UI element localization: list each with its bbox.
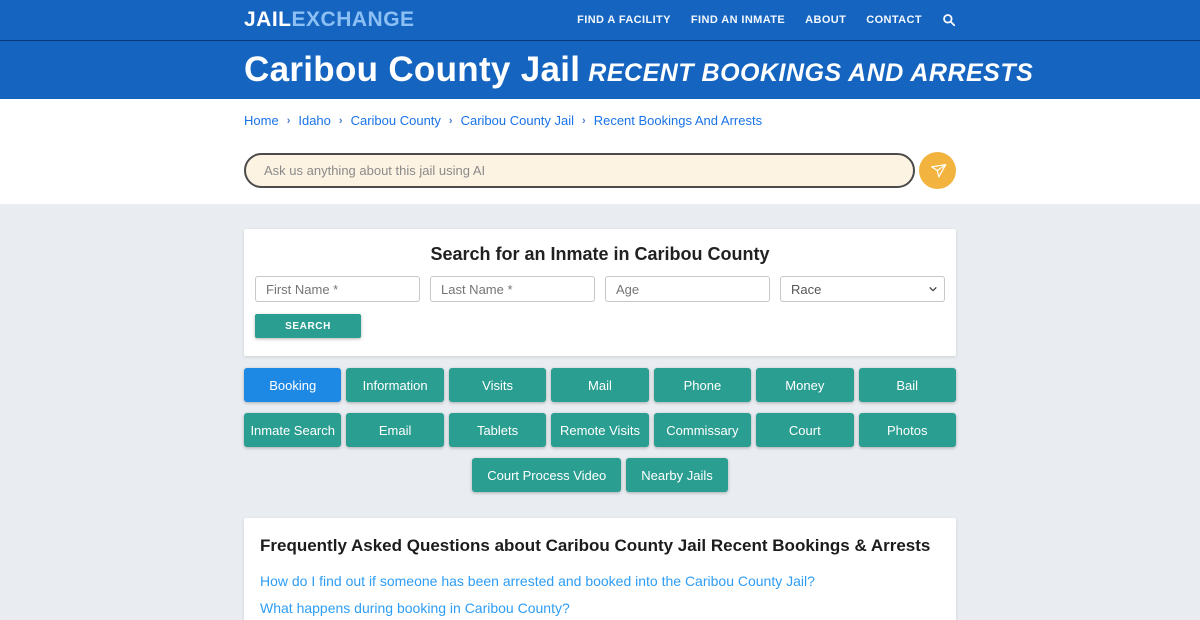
- quick-link-commissary[interactable]: Commissary: [653, 413, 752, 447]
- breadcrumb-home[interactable]: Home: [244, 112, 279, 128]
- quick-links-grid: Booking Information Visits Mail Phone Mo…: [244, 368, 956, 492]
- quick-link-booking[interactable]: Booking: [244, 368, 342, 402]
- inmate-search-fields: Race: [255, 276, 945, 302]
- jailexchange-logo[interactable]: JAILEXCHANGE: [244, 8, 415, 32]
- quick-link-email[interactable]: Email: [346, 413, 444, 447]
- inmate-search-card: Search for an Inmate in Caribou County R…: [244, 229, 956, 356]
- breadcrumb-caribou-county[interactable]: Caribou County: [350, 112, 441, 128]
- race-select[interactable]: Race: [780, 276, 945, 302]
- quick-link-mail[interactable]: Mail: [551, 368, 649, 402]
- page-title-subtitle: RECENT BOOKINGS AND ARRESTS: [588, 59, 1034, 87]
- quick-link-visits[interactable]: Visits: [448, 368, 547, 402]
- quick-link-bail[interactable]: Bail: [858, 368, 956, 402]
- top-navbar: JAILEXCHANGE FIND A FACILITY FIND AN INM…: [0, 0, 1200, 40]
- quick-link-phone[interactable]: Phone: [653, 368, 752, 402]
- quick-link-photos[interactable]: Photos: [858, 413, 956, 447]
- page-banner: Caribou County Jail RECENT BOOKINGS AND A…: [0, 40, 1200, 99]
- first-name-field[interactable]: [255, 276, 420, 302]
- quick-links-row-1: Booking Information Visits Mail Phone Mo…: [244, 368, 956, 402]
- nav-find-a-facility[interactable]: FIND A FACILITY: [577, 14, 671, 26]
- search-button[interactable]: SEARCH: [255, 314, 361, 338]
- page-title-main: Caribou County Jail: [244, 50, 581, 89]
- faq-question-arrested-booked[interactable]: How do I find out if someone has been ar…: [260, 573, 815, 589]
- main-nav: FIND A FACILITY FIND AN INMATE ABOUT CON…: [577, 13, 956, 27]
- quick-link-court[interactable]: Court: [756, 413, 854, 447]
- quick-link-remote-visits[interactable]: Remote Visits: [551, 413, 649, 447]
- faq-card: Frequently Asked Questions about Caribou…: [244, 518, 956, 620]
- nav-find-an-inmate[interactable]: FIND AN INMATE: [690, 14, 786, 26]
- page-title: Caribou County Jail RECENT BOOKINGS AND A…: [244, 50, 1033, 90]
- quick-links-row-3: Court Process Video Nearby Jails: [244, 458, 956, 492]
- breadcrumb-recent-bookings[interactable]: Recent Bookings And Arrests: [593, 112, 763, 128]
- nav-about[interactable]: ABOUT: [805, 14, 847, 26]
- quick-link-tablets[interactable]: Tablets: [448, 413, 547, 447]
- quick-links-row-2: Inmate Search Email Tablets Remote Visit…: [244, 413, 956, 447]
- breadcrumb-caribou-county-jail[interactable]: Caribou County Jail: [460, 112, 575, 128]
- breadcrumb-separator: ›: [286, 114, 291, 127]
- breadcrumb-search-strip: Home › Idaho › Caribou County › Caribou …: [0, 99, 1200, 204]
- faq-heading: Frequently Asked Questions about Caribou…: [260, 536, 931, 555]
- breadcrumb-separator: ›: [338, 114, 343, 127]
- search-icon[interactable]: [942, 13, 956, 27]
- quick-link-court-process-video[interactable]: Court Process Video: [472, 458, 622, 492]
- quick-link-information[interactable]: Information: [346, 368, 444, 402]
- logo-exchange: EXCHANGE: [291, 8, 415, 31]
- paper-plane-icon: [930, 162, 946, 178]
- ai-question-input[interactable]: [244, 152, 915, 188]
- breadcrumb-separator: ›: [582, 114, 586, 127]
- quick-link-money[interactable]: Money: [756, 368, 854, 402]
- nav-contact[interactable]: CONTACT: [866, 14, 922, 26]
- inmate-search-heading: Search for an Inmate in Caribou County: [430, 244, 770, 264]
- logo-jail: JAIL: [244, 8, 292, 31]
- quick-link-nearby-jails[interactable]: Nearby Jails: [626, 458, 728, 492]
- breadcrumb-idaho[interactable]: Idaho: [298, 112, 331, 128]
- main-content: Search for an Inmate in Caribou County R…: [0, 204, 1200, 620]
- quick-link-inmate-search[interactable]: Inmate Search: [244, 413, 342, 447]
- breadcrumb-separator: ›: [448, 114, 453, 127]
- faq-question-booking-process[interactable]: What happens during booking in Caribou C…: [260, 600, 570, 616]
- ai-search-row: [244, 151, 956, 189]
- ai-send-button[interactable]: [919, 151, 956, 189]
- breadcrumb: Home › Idaho › Caribou County › Caribou …: [244, 112, 956, 128]
- last-name-field[interactable]: [430, 276, 595, 302]
- age-field[interactable]: [605, 276, 770, 302]
